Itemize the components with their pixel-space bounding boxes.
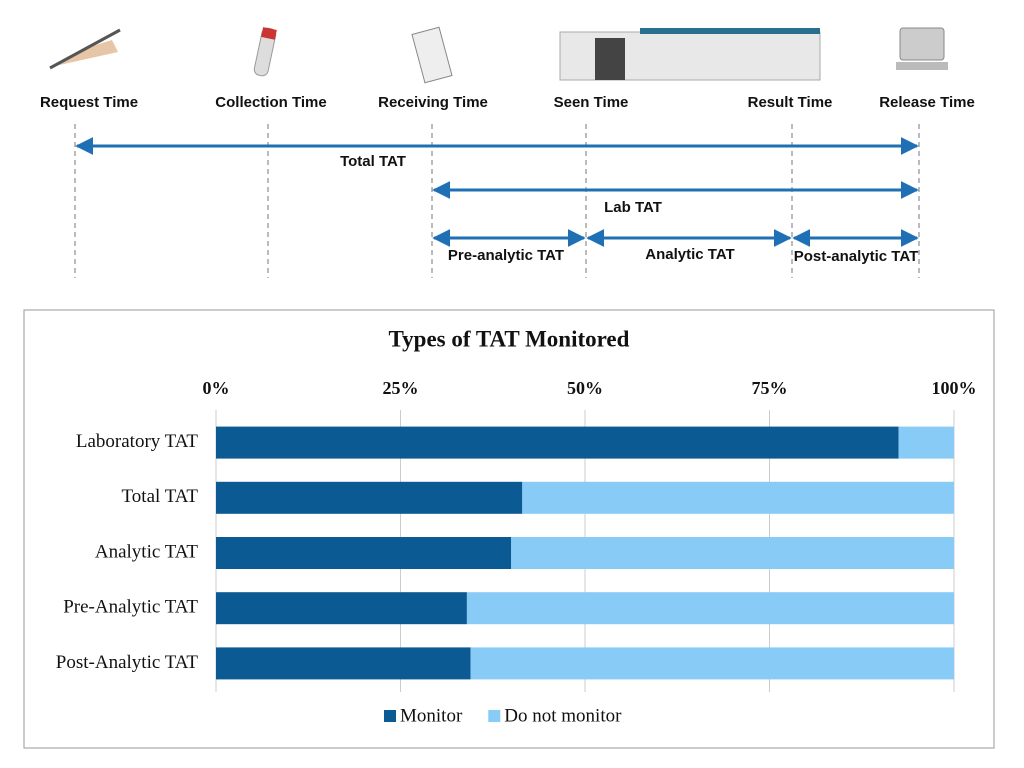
chart: 0% 25% 50% 75% 100% Laboratory TAT Total TAT An… bbox=[56, 378, 977, 726]
tube-cap bbox=[261, 27, 277, 40]
bar-segment bbox=[216, 592, 467, 625]
x-tick-label: 100% bbox=[932, 378, 977, 398]
y-tick-label: Analytic TAT bbox=[95, 541, 199, 562]
analyzer-top bbox=[640, 28, 820, 34]
tat-diagram: Request Time Collection Time Receiving Tim… bbox=[40, 94, 975, 278]
time-point-label: Result Time bbox=[748, 94, 833, 111]
x-tick-label: 0% bbox=[203, 378, 230, 398]
time-point-label: Receiving Time bbox=[378, 94, 488, 111]
monitor-icon bbox=[899, 27, 945, 61]
x-tick-label: 50% bbox=[567, 378, 603, 398]
span-label: Lab TAT bbox=[604, 199, 662, 216]
bar-segment bbox=[216, 481, 523, 514]
y-tick-label: Pre-Analytic TAT bbox=[63, 597, 198, 618]
bar-segment bbox=[216, 537, 512, 569]
y-tick-label: Total TAT bbox=[122, 486, 199, 507]
chart-title: Types of TAT Monitored bbox=[389, 326, 630, 351]
icons bbox=[49, 26, 948, 84]
time-point-label: Release Time bbox=[879, 94, 975, 111]
x-tick-label: 25% bbox=[383, 378, 419, 398]
time-point-label: Seen Time bbox=[554, 94, 629, 111]
bar-segment bbox=[470, 647, 954, 680]
bar-segment bbox=[216, 426, 899, 459]
bar-segment bbox=[898, 426, 954, 459]
legend-swatch bbox=[384, 710, 396, 722]
span-label: Pre-analytic TAT bbox=[448, 247, 564, 264]
span-label: Total TAT bbox=[340, 153, 406, 170]
keyboard-icon bbox=[896, 62, 948, 70]
chart-frame bbox=[23, 309, 995, 749]
y-tick-label: Laboratory TAT bbox=[76, 431, 199, 452]
analyzer-panel bbox=[595, 38, 625, 80]
legend-swatch bbox=[488, 710, 501, 722]
bar-segment bbox=[511, 537, 954, 569]
y-tick-label: Post-Analytic TAT bbox=[56, 652, 199, 673]
hand-icon bbox=[55, 40, 118, 66]
bar-segment bbox=[216, 647, 471, 680]
time-point-label: Request Time bbox=[40, 94, 138, 111]
label-icon bbox=[411, 26, 453, 84]
legend-label: Monitor bbox=[400, 705, 463, 726]
span-label: Analytic TAT bbox=[645, 246, 734, 263]
bar-segment bbox=[466, 592, 954, 625]
span-label: Post-analytic TAT bbox=[794, 248, 918, 265]
x-tick-label: 75% bbox=[752, 378, 788, 398]
pen-icon bbox=[49, 28, 121, 70]
bar-segment bbox=[522, 481, 954, 514]
legend-label: Do not monitor bbox=[504, 705, 622, 726]
time-point-label: Collection Time bbox=[215, 94, 326, 111]
